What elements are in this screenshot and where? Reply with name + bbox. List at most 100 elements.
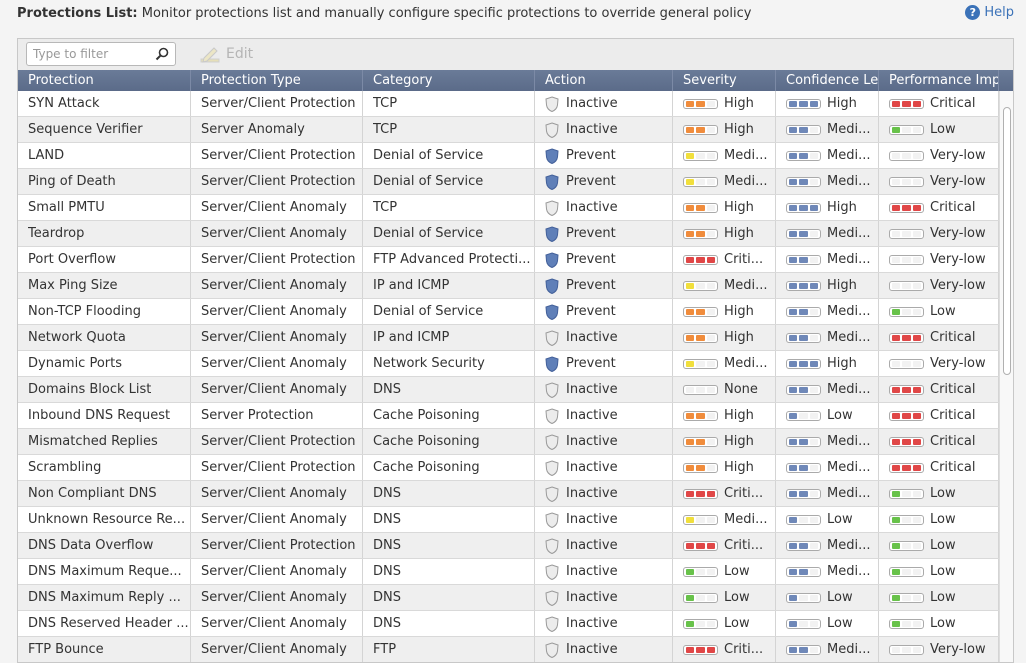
confidence-label: Medi... bbox=[827, 329, 871, 345]
search-icon[interactable] bbox=[155, 47, 169, 61]
cell-action[interactable]: Prevent bbox=[535, 299, 673, 324]
protection-name: Teardrop bbox=[28, 225, 85, 241]
cell-protection: Non Compliant DNS bbox=[18, 481, 191, 506]
cell-action[interactable]: Prevent bbox=[535, 169, 673, 194]
column-header-protection[interactable]: Protection bbox=[18, 70, 191, 91]
column-header-action[interactable]: Action bbox=[535, 70, 673, 91]
cell-action[interactable]: Inactive bbox=[535, 429, 673, 454]
cell-action[interactable]: Inactive bbox=[535, 533, 673, 558]
confidence-meter bbox=[786, 176, 821, 187]
scrollbar-thumb[interactable] bbox=[1003, 107, 1011, 375]
cell-action[interactable]: Inactive bbox=[535, 403, 673, 428]
severity-meter bbox=[683, 514, 718, 525]
page-title-bold: Protections List: bbox=[17, 6, 138, 21]
table-row[interactable]: DNS Maximum Reque... Server/Client Anomal… bbox=[18, 559, 999, 585]
severity-meter bbox=[683, 98, 718, 109]
protection-name: Non-TCP Flooding bbox=[28, 303, 141, 319]
cell-confidence: High bbox=[776, 351, 879, 376]
table-row[interactable]: Teardrop Server/Client Anomaly Denial of S… bbox=[18, 221, 999, 247]
help-link[interactable]: ? Help bbox=[965, 5, 1014, 20]
vertical-scrollbar[interactable] bbox=[999, 91, 1013, 662]
cell-action[interactable]: Prevent bbox=[535, 143, 673, 168]
table-row[interactable]: Non Compliant DNS Server/Client Anomaly DN… bbox=[18, 481, 999, 507]
table-row[interactable]: Sequence Verifier Server Anomaly TCP Inacti… bbox=[18, 117, 999, 143]
table-row[interactable]: Domains Block List Server/Client Anomaly D… bbox=[18, 377, 999, 403]
cell-action[interactable]: Inactive bbox=[535, 585, 673, 610]
edit-button[interactable]: Edit bbox=[200, 44, 253, 64]
cell-action[interactable]: Inactive bbox=[535, 195, 673, 220]
cell-action[interactable]: Inactive bbox=[535, 611, 673, 636]
table-row[interactable]: Non-TCP Flooding Server/Client Anomaly Den… bbox=[18, 299, 999, 325]
column-header-confidence[interactable]: Confidence Lev bbox=[776, 70, 879, 91]
cell-action[interactable]: Prevent bbox=[535, 247, 673, 272]
column-header-type[interactable]: Protection Type bbox=[191, 70, 363, 91]
table-row[interactable]: Mismatched Replies Server/Client Protecti… bbox=[18, 429, 999, 455]
cell-severity: High bbox=[673, 91, 776, 116]
protection-type: Server/Client Protection bbox=[201, 95, 356, 111]
table-row[interactable]: Port Overflow Server/Client Protection FTP… bbox=[18, 247, 999, 273]
action-label: Inactive bbox=[566, 433, 618, 449]
column-header-severity[interactable]: Severity bbox=[673, 70, 776, 91]
severity-label: Medi... bbox=[724, 173, 768, 189]
table-row[interactable]: Dynamic Ports Server/Client Anomaly Networ… bbox=[18, 351, 999, 377]
column-header-performance[interactable]: Performance Impa bbox=[879, 70, 999, 91]
cell-action[interactable]: Inactive bbox=[535, 377, 673, 402]
table-row[interactable]: Inbound DNS Request Server Protection Cach… bbox=[18, 403, 999, 429]
table-row[interactable]: Scrambling Server/Client Protection Cache … bbox=[18, 455, 999, 481]
filter-input[interactable] bbox=[33, 46, 151, 62]
performance-meter bbox=[889, 176, 924, 187]
column-header-category[interactable]: Category bbox=[363, 70, 535, 91]
table-row[interactable]: FTP Bounce Server/Client Anomaly FTP Inacti… bbox=[18, 637, 999, 662]
cell-action[interactable]: Inactive bbox=[535, 637, 673, 662]
cell-action[interactable]: Inactive bbox=[535, 91, 673, 116]
cell-action[interactable]: Prevent bbox=[535, 221, 673, 246]
performance-meter bbox=[889, 514, 924, 525]
action-label: Inactive bbox=[566, 121, 618, 137]
confidence-label: Medi... bbox=[827, 563, 871, 579]
table-row[interactable]: SYN Attack Server/Client Protection TCP Ina… bbox=[18, 91, 999, 117]
cell-protection: LAND bbox=[18, 143, 191, 168]
table-row[interactable]: Ping of Death Server/Client Protection Den… bbox=[18, 169, 999, 195]
cell-category: DNS bbox=[363, 559, 535, 584]
table-row[interactable]: DNS Reserved Header ... Server/Client Ano… bbox=[18, 611, 999, 637]
cell-action[interactable]: Inactive bbox=[535, 325, 673, 350]
cell-protection: Port Overflow bbox=[18, 247, 191, 272]
cell-action[interactable]: Inactive bbox=[535, 481, 673, 506]
performance-meter bbox=[889, 488, 924, 499]
cell-action[interactable]: Inactive bbox=[535, 117, 673, 142]
cell-action[interactable]: Inactive bbox=[535, 507, 673, 532]
cell-action[interactable]: Prevent bbox=[535, 351, 673, 376]
cell-category: FTP Advanced Protecti... bbox=[363, 247, 535, 272]
cell-action[interactable]: Prevent bbox=[535, 273, 673, 298]
cell-protection-type: Server/Client Protection bbox=[191, 533, 363, 558]
cell-severity: Medi... bbox=[673, 169, 776, 194]
cell-protection-type: Server/Client Protection bbox=[191, 247, 363, 272]
table-row[interactable]: DNS Maximum Reply ... Server/Client Anoma… bbox=[18, 585, 999, 611]
severity-meter bbox=[683, 358, 718, 369]
cell-action[interactable]: Inactive bbox=[535, 455, 673, 480]
performance-meter bbox=[889, 202, 924, 213]
severity-meter bbox=[683, 462, 718, 473]
severity-label: Low bbox=[724, 563, 750, 579]
table-row[interactable]: Small PMTU Server/Client Anomaly TCP Inacti… bbox=[18, 195, 999, 221]
table-row[interactable]: DNS Data Overflow Server/Client Protectio… bbox=[18, 533, 999, 559]
category: DNS bbox=[373, 589, 401, 605]
protection-name: Network Quota bbox=[28, 329, 126, 345]
cell-category: DNS bbox=[363, 533, 535, 558]
cell-performance: Critical bbox=[879, 455, 999, 480]
protection-name: Max Ping Size bbox=[28, 277, 118, 293]
cell-protection: Domains Block List bbox=[18, 377, 191, 402]
cell-action[interactable]: Inactive bbox=[535, 559, 673, 584]
performance-label: Low bbox=[930, 589, 956, 605]
table-row[interactable]: LAND Server/Client Protection Denial of Se… bbox=[18, 143, 999, 169]
confidence-label: High bbox=[827, 355, 857, 371]
category: Network Security bbox=[373, 355, 485, 371]
performance-meter bbox=[889, 618, 924, 629]
cell-confidence: Medi... bbox=[776, 481, 879, 506]
table-row[interactable]: Network Quota Server/Client Anomaly IP and… bbox=[18, 325, 999, 351]
severity-meter bbox=[683, 176, 718, 187]
severity-label: High bbox=[724, 433, 754, 449]
table-row[interactable]: Unknown Resource Re... Server/Client Anom… bbox=[18, 507, 999, 533]
table-row[interactable]: Max Ping Size Server/Client Anomaly IP and… bbox=[18, 273, 999, 299]
confidence-meter bbox=[786, 592, 821, 603]
